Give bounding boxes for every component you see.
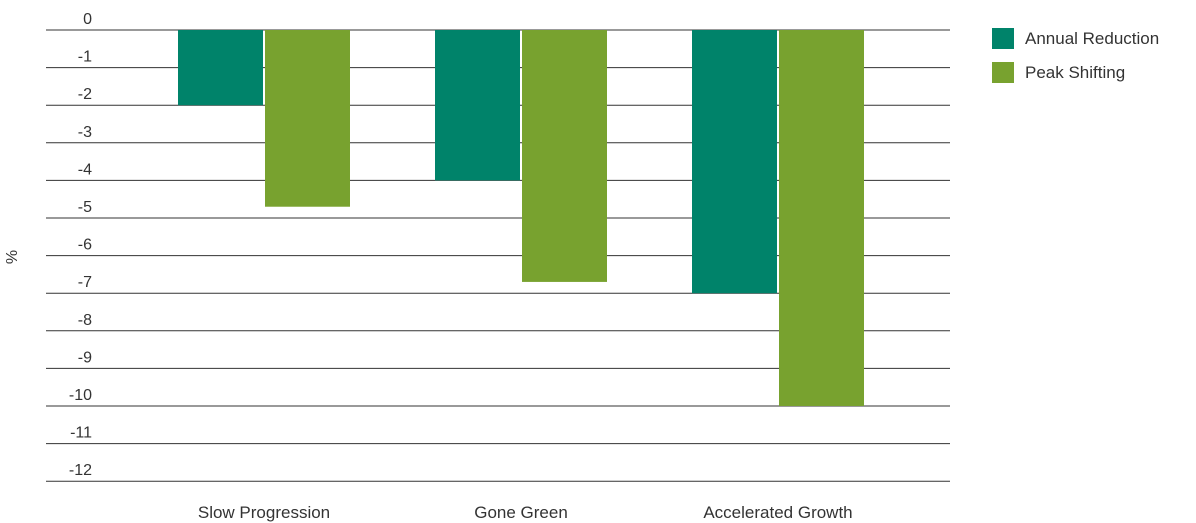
x-category-label: Accelerated Growth: [703, 503, 852, 522]
x-category-label: Gone Green: [474, 503, 568, 522]
bar-peak-shifting-slow-progression: [265, 30, 350, 207]
legend-label-peak-shifting: Peak Shifting: [1025, 62, 1126, 82]
legend-swatch-peak-shifting: [992, 62, 1014, 83]
bar-annual-reduction-gone-green: [435, 30, 520, 181]
y-tick-label: -3: [78, 124, 92, 141]
x-category-labels: Slow Progression Gone Green Accelerated Gr…: [198, 503, 853, 522]
y-tick-label: -10: [69, 387, 92, 404]
legend: Annual Reduction Peak Shifting: [992, 28, 1159, 96]
bar-annual-reduction-slow-progression: [178, 30, 263, 106]
bar-annual-reduction-accelerated-growth: [692, 30, 777, 294]
y-tick-label: -12: [69, 462, 92, 479]
y-tick-label: 0: [83, 11, 92, 28]
legend-item-peak-shifting: Peak Shifting: [992, 62, 1159, 83]
y-tick-label: -11: [70, 425, 92, 442]
y-tick-label: -2: [78, 86, 92, 103]
y-tick-label: -6: [78, 237, 92, 254]
bar-peak-shifting-accelerated-growth: [779, 30, 864, 406]
y-tick-label: -9: [78, 349, 92, 366]
y-tick-label: -1: [78, 49, 92, 66]
y-tick-label: -8: [78, 312, 92, 329]
legend-label-annual-reduction: Annual Reduction: [1025, 28, 1160, 48]
x-category-label: Slow Progression: [198, 503, 330, 522]
bar-peak-shifting-gone-green: [522, 30, 607, 282]
y-tick-label: -4: [78, 161, 92, 178]
legend-item-annual-reduction: Annual Reduction: [992, 28, 1159, 49]
y-tick-labels: 0 -1 -2 -3 -4 -5 -6 -7 -8 -9 -10 -11 -12: [69, 11, 92, 479]
y-tick-label: -5: [78, 199, 92, 216]
legend-swatch-annual-reduction: [992, 28, 1014, 49]
y-axis-label: %: [4, 250, 21, 264]
bars: [178, 30, 864, 406]
y-tick-label: -7: [78, 274, 92, 291]
